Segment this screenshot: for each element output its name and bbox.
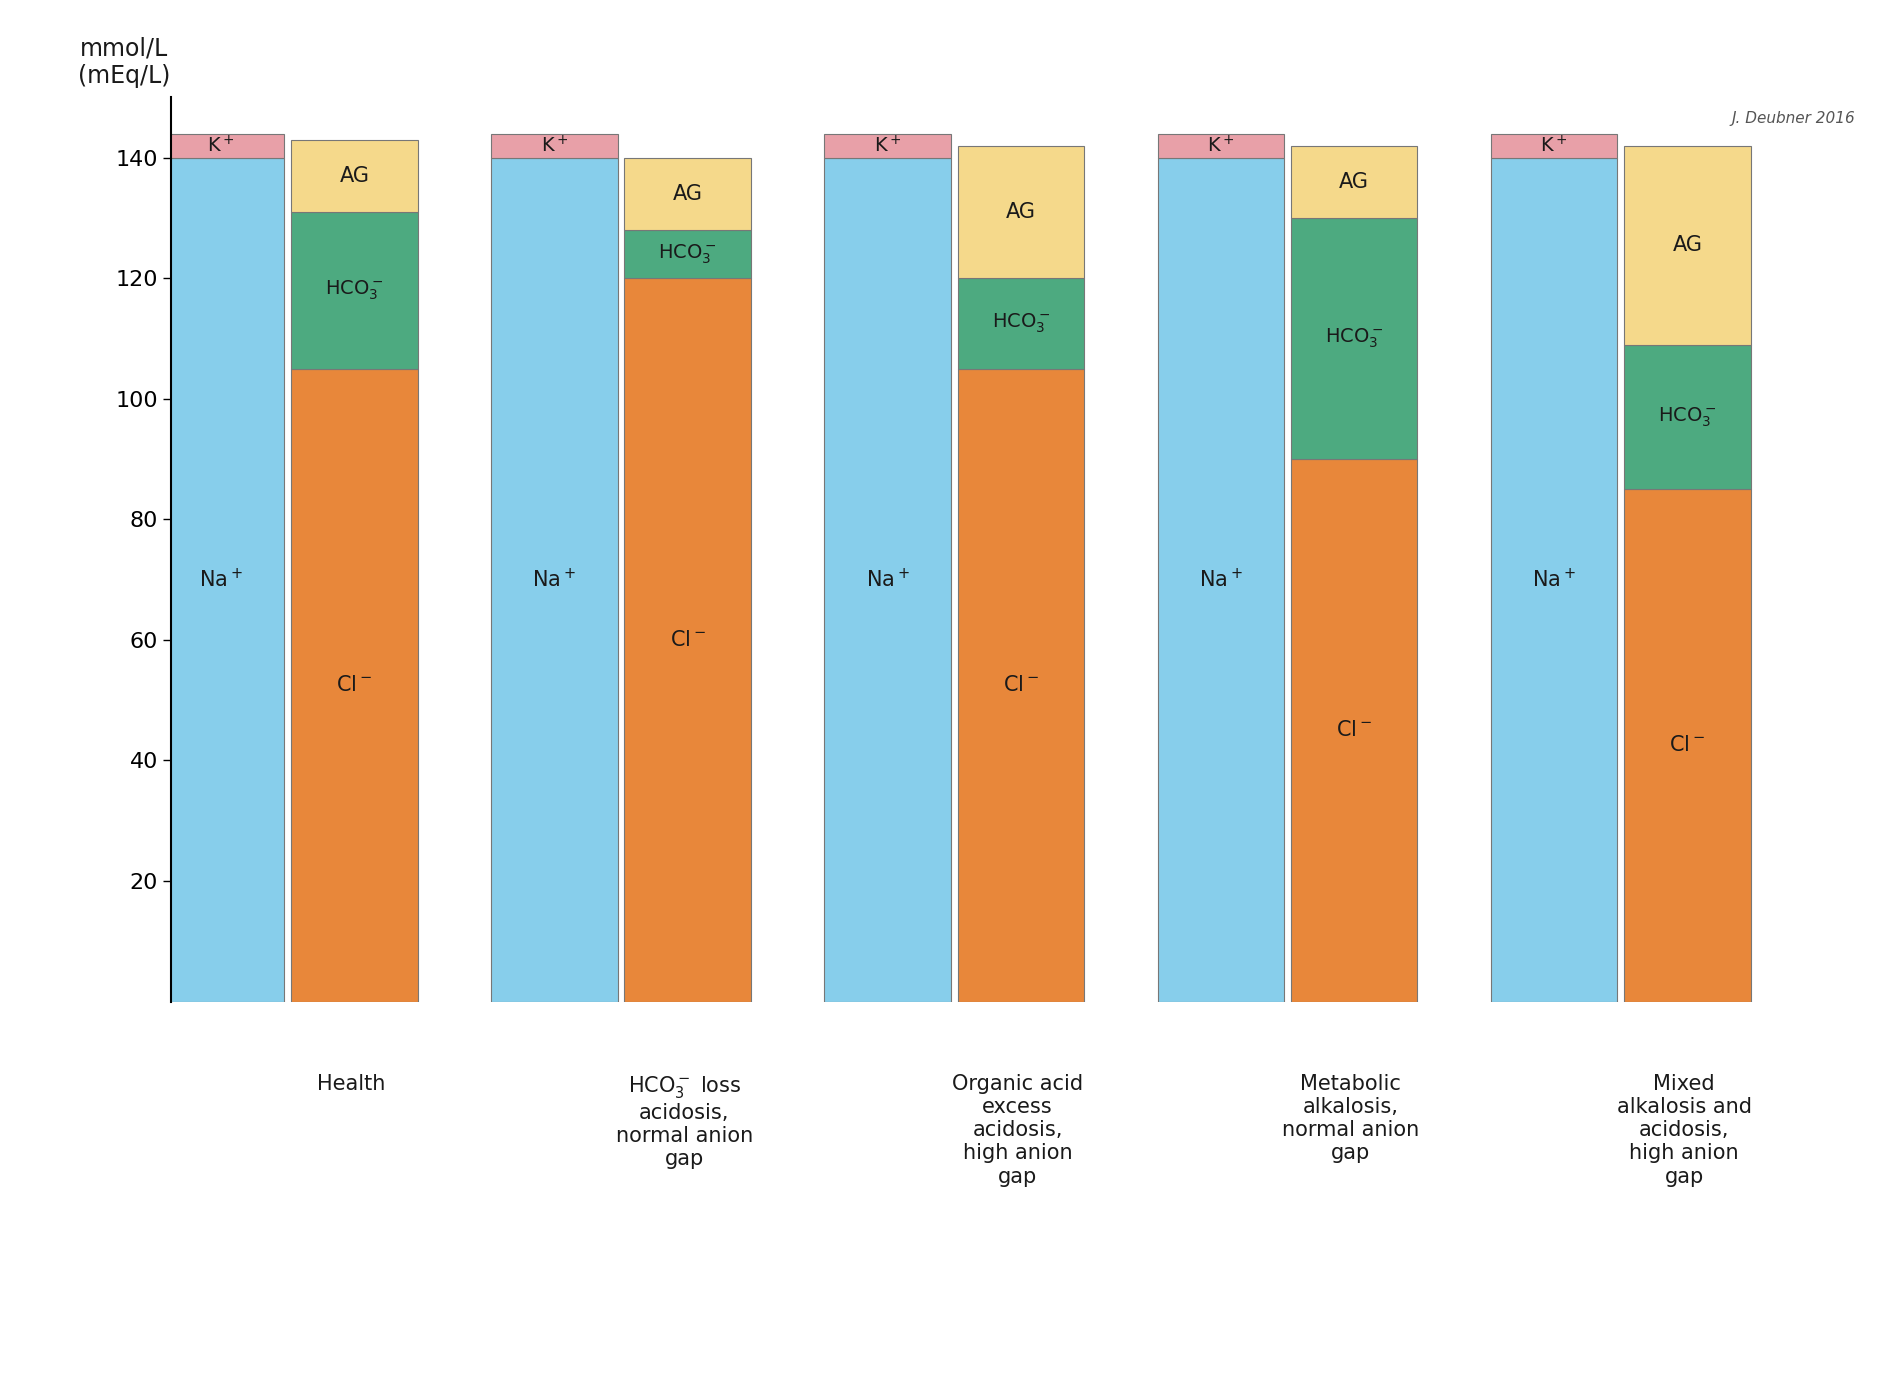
Bar [1624, 490, 1750, 1002]
Text: AG: AG [339, 166, 369, 186]
Text: Metabolic
alkalosis,
normal anion
gap: Metabolic alkalosis, normal anion gap [1282, 1074, 1419, 1163]
Bar [1491, 157, 1617, 1002]
Text: Na$^+$: Na$^+$ [200, 568, 243, 591]
Bar [158, 134, 285, 157]
Bar [1291, 146, 1417, 218]
Text: K$^+$: K$^+$ [1541, 135, 1567, 156]
Text: Cl$^-$: Cl$^-$ [337, 675, 373, 696]
Text: J. Deubner 2016: J. Deubner 2016 [1731, 111, 1856, 127]
Bar [957, 146, 1084, 278]
Text: AG: AG [1339, 171, 1369, 192]
Text: K$^+$: K$^+$ [207, 135, 236, 156]
Text: Na$^+$: Na$^+$ [865, 568, 909, 591]
Bar [624, 157, 751, 230]
Text: Cl$^-$: Cl$^-$ [1670, 736, 1706, 755]
Text: HCO$_3^-$: HCO$_3^-$ [658, 242, 717, 266]
Bar [291, 139, 418, 211]
Bar [1291, 459, 1417, 1002]
Text: HCO$_3^-$: HCO$_3^-$ [991, 312, 1050, 335]
Bar [1624, 345, 1750, 490]
Text: Mixed
alkalosis and
acidosis,
high anion
gap: Mixed alkalosis and acidosis, high anion… [1617, 1074, 1752, 1187]
Text: K$^+$: K$^+$ [873, 135, 902, 156]
Bar [824, 134, 951, 157]
Bar [1158, 157, 1284, 1002]
Bar [1491, 134, 1617, 157]
Text: Na$^+$: Na$^+$ [533, 568, 576, 591]
Text: AG: AG [1672, 235, 1702, 255]
Text: HCO$_3^-$: HCO$_3^-$ [1326, 327, 1383, 351]
Text: HCO$_3^-$: HCO$_3^-$ [1659, 405, 1718, 428]
Bar [957, 369, 1084, 1002]
Bar [1624, 146, 1750, 345]
Text: HCO$_3^-$ loss
acidosis,
normal anion
gap: HCO$_3^-$ loss acidosis, normal anion ga… [616, 1074, 753, 1170]
Bar [291, 211, 418, 369]
Text: mmol/L
(mEq/L): mmol/L (mEq/L) [78, 36, 171, 88]
Text: Cl$^-$: Cl$^-$ [1002, 675, 1038, 696]
Bar [824, 157, 951, 1002]
Bar [624, 230, 751, 278]
Text: Na$^+$: Na$^+$ [1198, 568, 1242, 591]
Bar [491, 157, 618, 1002]
Bar [291, 369, 418, 1002]
Text: HCO$_3^-$: HCO$_3^-$ [325, 278, 384, 302]
Text: Health: Health [318, 1074, 386, 1093]
Text: K$^+$: K$^+$ [540, 135, 569, 156]
Bar [158, 157, 285, 1002]
Text: Cl$^-$: Cl$^-$ [670, 630, 706, 650]
Bar [624, 278, 751, 1002]
Text: AG: AG [673, 184, 702, 204]
Bar [957, 278, 1084, 369]
Bar [1158, 134, 1284, 157]
Text: K$^+$: K$^+$ [1208, 135, 1234, 156]
Bar [491, 134, 618, 157]
Text: Cl$^-$: Cl$^-$ [1335, 721, 1371, 740]
Text: Organic acid
excess
acidosis,
high anion
gap: Organic acid excess acidosis, high anion… [953, 1074, 1082, 1187]
Bar [1291, 218, 1417, 459]
Text: AG: AG [1006, 202, 1037, 223]
Text: Na$^+$: Na$^+$ [1531, 568, 1577, 591]
